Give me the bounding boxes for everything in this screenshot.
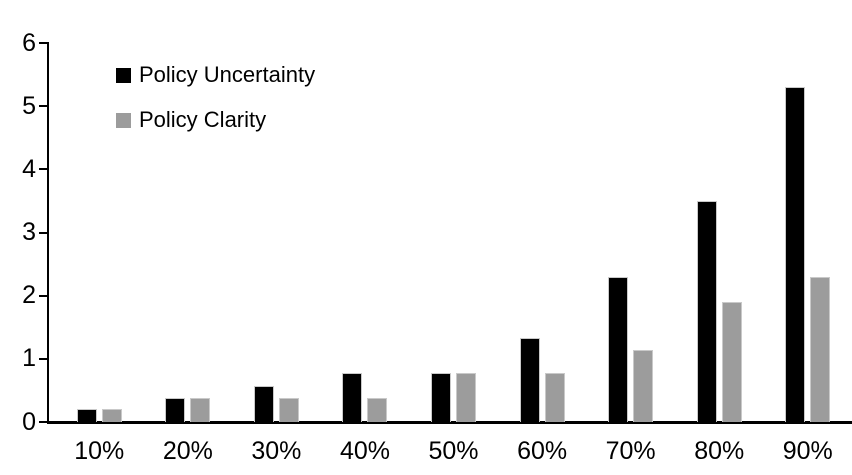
bar-policy-uncertainty-30% (253, 386, 274, 422)
bar-policy-clarity-70% (633, 350, 654, 422)
y-tick-mark (39, 42, 49, 44)
policy-uncertainty-swatch-icon (116, 67, 131, 83)
y-tick-label: 0 (22, 407, 36, 436)
y-tick-label: 3 (22, 218, 36, 246)
bar-policy-clarity-50% (456, 373, 477, 422)
bar-group-10% (55, 43, 144, 422)
x-tick-label: 30% (251, 437, 302, 465)
bar-policy-clarity-30% (278, 398, 299, 422)
x-axis-labels: 10% 20% 30% 40% 50% 60% 70% 80% 90% (49, 437, 852, 466)
bar-policy-clarity-60% (544, 373, 565, 422)
bar-policy-uncertainty-80% (696, 200, 717, 422)
y-tick-mark (39, 168, 49, 171)
y-tick-label: 4 (22, 154, 36, 183)
bar-group-40% (321, 43, 410, 422)
legend-label: Policy Clarity (139, 107, 267, 132)
legend-item-policy-uncertainty: Policy Uncertainty (116, 64, 315, 86)
bar-policy-uncertainty-50% (431, 372, 452, 422)
x-tick-label: 10% (74, 437, 125, 465)
y-tick-label: 2 (22, 281, 36, 310)
y-tick-mark (39, 105, 49, 108)
y-tick-label: 6 (22, 28, 36, 57)
y-tick-label: 1 (22, 344, 36, 373)
y-tick-label: 5 (22, 91, 36, 120)
x-axis-line (47, 421, 852, 424)
bar-policy-clarity-10% (101, 409, 122, 422)
bar-policy-uncertainty-70% (608, 276, 629, 422)
legend-item-policy-clarity: Policy Clarity (116, 109, 315, 131)
bar-policy-uncertainty-90% (785, 87, 806, 422)
x-tick-label: 40% (339, 437, 390, 465)
bar-group-60% (498, 43, 587, 422)
x-tick-label: 20% (162, 437, 213, 465)
bar-group-30% (232, 43, 321, 422)
y-tick-mark (39, 231, 49, 234)
policy-clarity-swatch-icon (116, 112, 131, 128)
bar-policy-clarity-20% (190, 398, 211, 422)
legend: Policy Uncertainty Policy Clarity (116, 64, 315, 131)
x-tick-label: 90% (782, 437, 833, 465)
x-tick-label: 50% (428, 437, 479, 465)
bar-policy-uncertainty-60% (519, 338, 540, 422)
bar-policy-uncertainty-40% (342, 373, 363, 422)
y-tick-mark (39, 421, 49, 423)
bar-policy-uncertainty-20% (165, 398, 186, 422)
bar-policy-clarity-40% (367, 398, 388, 422)
bar-group-90% (764, 43, 852, 422)
bar-policy-uncertainty-10% (76, 409, 97, 422)
bar-policy-clarity-80% (721, 301, 742, 422)
x-tick-label: 70% (605, 437, 656, 465)
x-tick-label: 60% (517, 437, 568, 465)
bar-policy-clarity-90% (810, 276, 831, 422)
y-tick-mark (39, 357, 49, 360)
bar-group-70% (586, 43, 675, 422)
plot-area (49, 43, 852, 422)
y-tick-mark (39, 294, 49, 297)
bar-group-20% (144, 43, 233, 422)
legend-label: Policy Uncertainty (139, 62, 316, 87)
bar-group-50% (409, 43, 498, 422)
bar-group-80% (675, 43, 764, 422)
x-tick-label: 80% (694, 437, 745, 465)
